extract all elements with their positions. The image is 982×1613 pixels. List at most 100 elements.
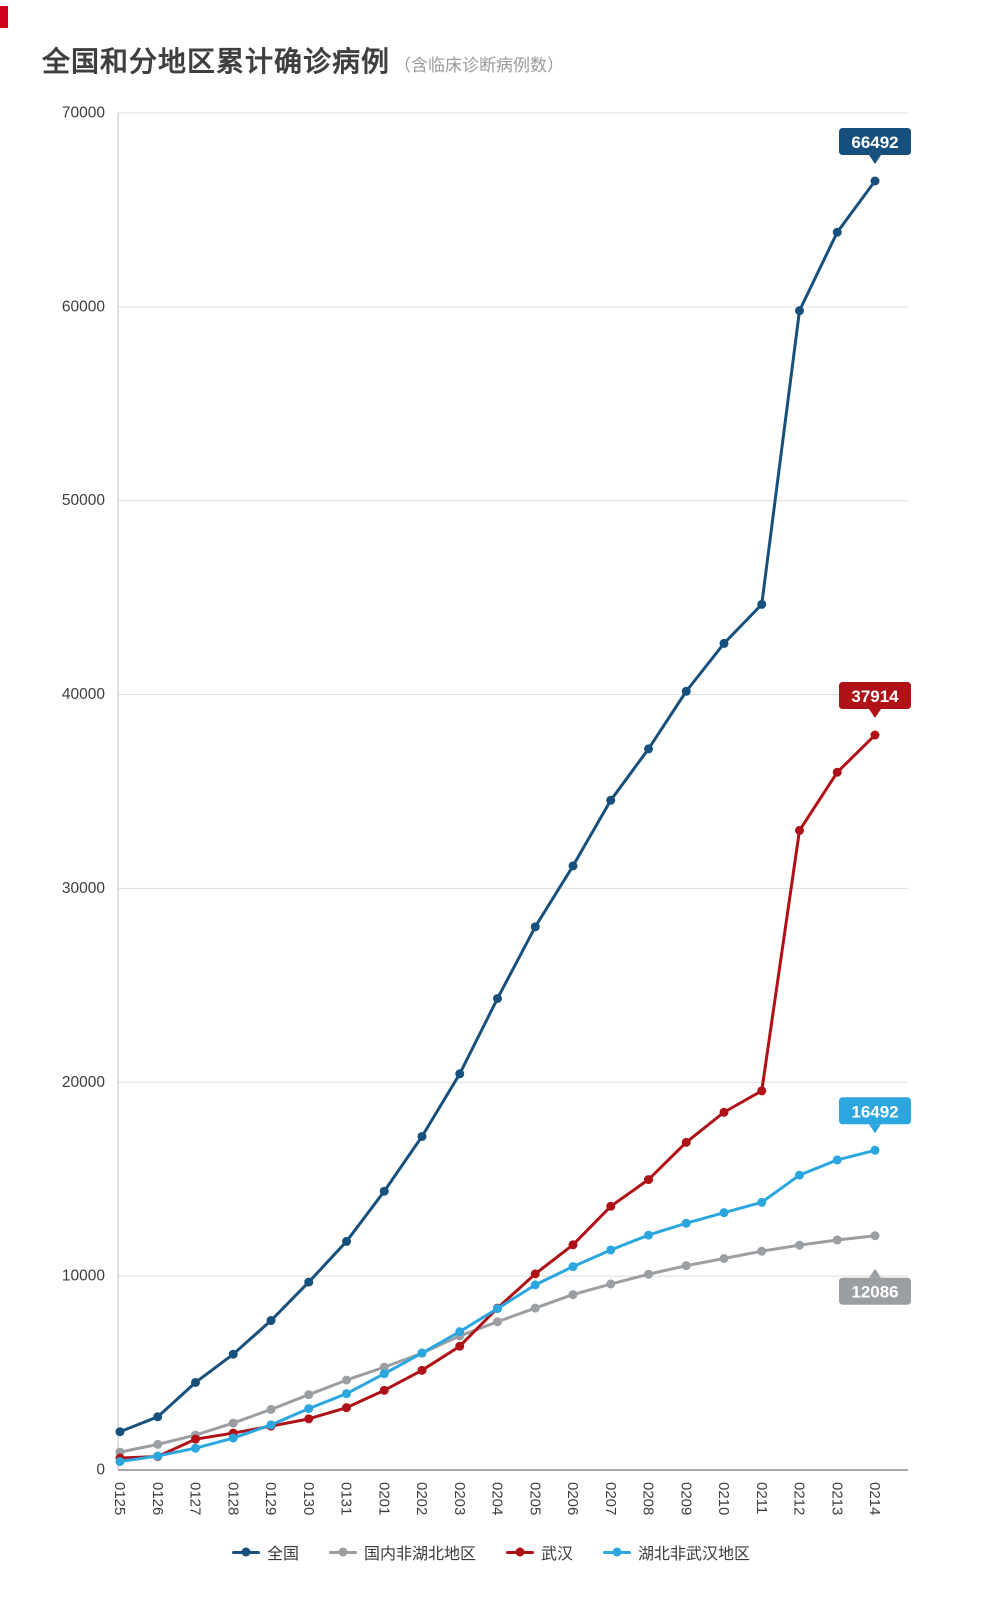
data-point-hubei-non-wuhan [568,1262,578,1272]
data-point-wuhan [870,730,880,740]
data-point-national [493,993,502,1003]
y-tick-label: 30000 [62,880,105,897]
data-point-non-hubei [530,1303,540,1313]
data-point-national [417,1131,427,1141]
data-point-hubei-non-wuhan [304,1404,314,1414]
y-tick-label: 0 [96,1462,105,1479]
x-tick-label: 0210 [715,1482,732,1515]
y-tick-label: 50000 [62,492,105,509]
legend-item-hubei-non-wuhan: 湖北非武汉地区 [603,1540,750,1564]
data-point-wuhan [757,1086,767,1096]
legend-marker-non-hubei [328,1545,357,1559]
end-label-text-non-hubei: 12086 [851,1283,898,1302]
data-point-non-hubei [153,1439,163,1449]
data-point-hubei-non-wuhan [266,1420,276,1430]
data-point-national [606,795,616,805]
legend-label-wuhan: 武汉 [541,1546,574,1563]
page-corner-mark [0,6,8,28]
data-point-non-hubei [719,1254,729,1264]
data-point-wuhan [681,1137,691,1147]
x-tick-label: 0125 [111,1482,128,1515]
y-tick-label: 40000 [62,686,105,703]
x-tick-label: 0213 [828,1482,845,1515]
end-label-box-hubei-non-wuhan [839,1097,911,1125]
series-line-national [118,179,877,1434]
data-point-national [228,1349,238,1359]
data-point-hubei-non-wuhan [228,1433,238,1443]
legend-marker-national [231,1545,260,1559]
data-point-wuhan [568,1240,578,1250]
data-point-non-hubei [606,1279,616,1289]
data-point-national [832,227,842,237]
data-point-national [795,306,804,316]
data-point-hubei-non-wuhan [153,1451,163,1461]
data-point-non-hubei [342,1375,351,1385]
legend-label-non-hubei: 国内非湖北地区 [363,1546,476,1563]
data-point-national [568,861,578,871]
data-point-wuhan [342,1403,351,1413]
x-tick-label: 0212 [791,1482,808,1515]
x-tick-label: 0205 [526,1482,543,1515]
data-point-wuhan [832,767,842,777]
data-point-non-hubei [228,1418,238,1428]
y-tick-label: 60000 [62,298,105,315]
x-tick-label: 0209 [677,1482,694,1515]
x-tick-label: 0127 [187,1482,204,1515]
data-point-non-hubei [379,1362,389,1372]
data-point-hubei-non-wuhan [719,1208,729,1218]
end-label-box-national [839,128,911,156]
data-point-non-hubei [757,1246,767,1256]
x-tick-label: 0211 [753,1482,770,1514]
data-point-wuhan [530,1269,540,1279]
data-point-hubei-non-wuhan [417,1348,427,1358]
data-point-national [455,1069,465,1079]
data-point-wuhan [719,1107,729,1117]
y-tick-label: 20000 [62,1074,105,1091]
end-label-box-non-hubei [839,1277,911,1305]
data-point-hubei-non-wuhan [455,1327,465,1337]
data-point-hubei-non-wuhan [757,1197,767,1207]
data-point-national [115,1427,125,1437]
data-point-national [304,1277,314,1287]
x-tick-label: 0130 [300,1482,317,1515]
end-label-box-wuhan [839,682,911,710]
legend-marker-hubei-non-wuhan [603,1545,632,1559]
data-point-non-hubei [644,1269,653,1279]
data-point-national [379,1186,389,1196]
data-point-wuhan [379,1385,389,1395]
data-point-wuhan [644,1175,653,1185]
end-label-text-wuhan: 37914 [851,687,899,706]
data-point-hubei-non-wuhan [681,1218,691,1228]
data-point-hubei-non-wuhan [342,1389,351,1399]
data-point-wuhan [606,1201,616,1211]
chart-title: 全国和分地区累计确诊病例 [42,46,391,77]
data-point-hubei-non-wuhan [191,1443,200,1453]
data-point-national [530,922,540,932]
data-point-hubei-non-wuhan [530,1280,540,1290]
legend-label-hubei-non-wuhan: 湖北非武汉地区 [638,1546,751,1563]
x-tick-label: 0206 [564,1482,581,1515]
end-label-pointer-non-hubei [869,1268,881,1278]
x-tick-label: 0129 [262,1482,279,1515]
data-point-hubei-non-wuhan [870,1145,880,1155]
chart-title-row: 全国和分地区累计确诊病例 （含临床诊断病例数） [42,40,564,80]
data-point-non-hubei [795,1240,804,1250]
legend-label-national: 全国 [266,1546,299,1563]
data-point-non-hubei [266,1404,276,1414]
data-point-non-hubei [870,1231,880,1241]
data-point-hubei-non-wuhan [795,1170,804,1180]
data-point-hubei-non-wuhan [832,1155,842,1165]
data-point-wuhan [417,1365,427,1375]
legend-item-non-hubei: 国内非湖北地区 [328,1540,476,1564]
x-tick-label: 0131 [338,1482,355,1515]
data-point-national [266,1316,276,1326]
data-point-hubei-non-wuhan [115,1457,125,1467]
end-label-pointer-wuhan [869,709,881,719]
end-label-pointer-hubei-non-wuhan [869,1124,881,1134]
x-tick-label: 0203 [451,1482,468,1515]
data-point-national [870,176,880,186]
end-label-text-hubei-non-wuhan: 16492 [851,1102,898,1121]
data-point-non-hubei [681,1261,691,1271]
data-point-national [153,1412,163,1422]
